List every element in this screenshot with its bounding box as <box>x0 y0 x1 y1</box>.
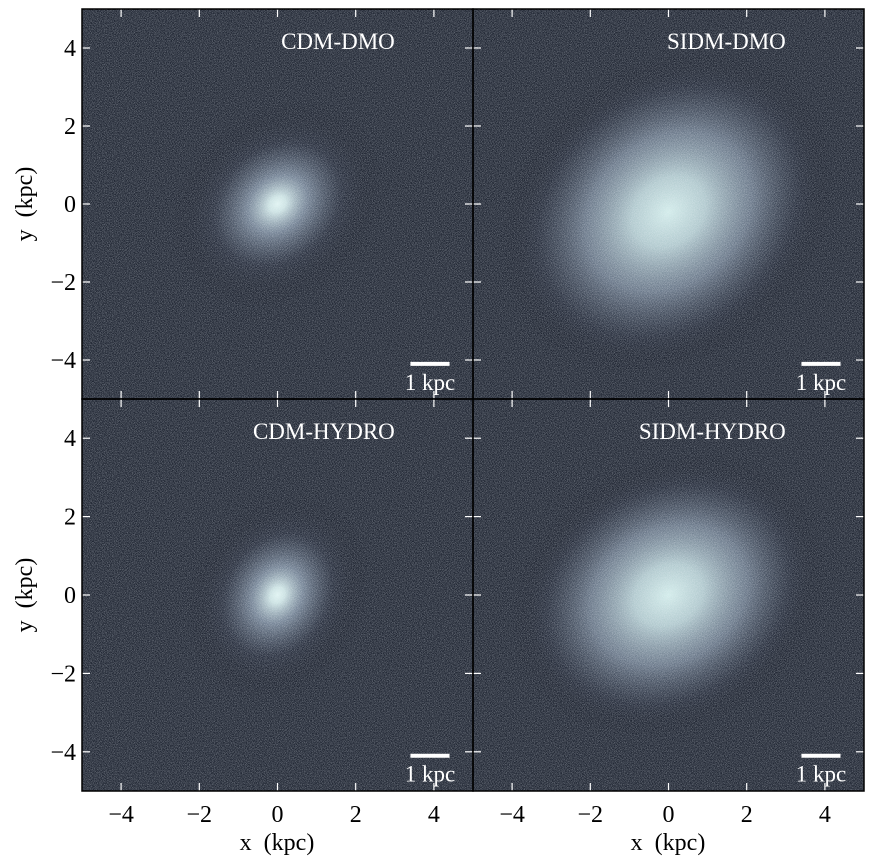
y-tick-label: −2 <box>50 270 76 296</box>
axes-layer: CDM-DMO 1 kpc −4 −2 0 2 4 SIDM-DMO 1 kpc CDM-HYDR… <box>50 8 865 828</box>
y-tick-label: 2 <box>64 505 76 531</box>
x-tick-label: −2 <box>187 802 213 828</box>
y-axis-label-top: y (kpc) <box>12 167 38 242</box>
scale-bar-label: 1 kpc <box>405 762 455 787</box>
x-tick-label: 2 <box>741 802 753 828</box>
y-tick-label: −4 <box>50 740 76 766</box>
y-tick-label: 2 <box>64 114 76 140</box>
y-tick-label: 0 <box>64 583 76 609</box>
scale-bar-label: 1 kpc <box>405 370 455 395</box>
y-tick-label: 0 <box>64 192 76 218</box>
scale-bar-label: 1 kpc <box>796 762 846 787</box>
y-tick-label: 4 <box>64 426 76 452</box>
panel-title: CDM-HYDRO <box>253 419 395 444</box>
panel-bottom-right <box>473 399 864 791</box>
y-tick-label: −2 <box>50 661 76 687</box>
panel-title: SIDM-DMO <box>667 29 786 54</box>
x-tick-label: −4 <box>108 802 134 828</box>
particle-grain <box>473 399 864 791</box>
x-tick-label: 2 <box>350 802 362 828</box>
particle-grain <box>473 9 864 399</box>
x-tick-label: 4 <box>428 802 440 828</box>
panel-top-right <box>473 9 864 399</box>
panel-frame <box>472 398 865 792</box>
panel-title: SIDM-HYDRO <box>639 419 786 444</box>
x-tick-label: −2 <box>578 802 604 828</box>
x-axis-label-right: x (kpc) <box>631 830 706 856</box>
x-tick-label: −4 <box>499 802 525 828</box>
scale-bar-label: 1 kpc <box>796 370 846 395</box>
y-tick-label: 4 <box>64 36 76 62</box>
panels-layer <box>82 9 864 791</box>
x-axis-label-left: x (kpc) <box>240 830 315 856</box>
particle-grain <box>82 399 473 791</box>
particle-grain <box>82 9 473 399</box>
panel-bottom-left <box>82 399 473 791</box>
y-tick-label: −4 <box>50 348 76 374</box>
panel-title: CDM-DMO <box>281 29 395 54</box>
panel-top-left <box>82 9 473 399</box>
x-tick-label: 0 <box>663 802 675 828</box>
y-axis-label-bottom: y (kpc) <box>12 558 38 633</box>
x-tick-label: 0 <box>272 802 284 828</box>
x-tick-label: 4 <box>819 802 831 828</box>
